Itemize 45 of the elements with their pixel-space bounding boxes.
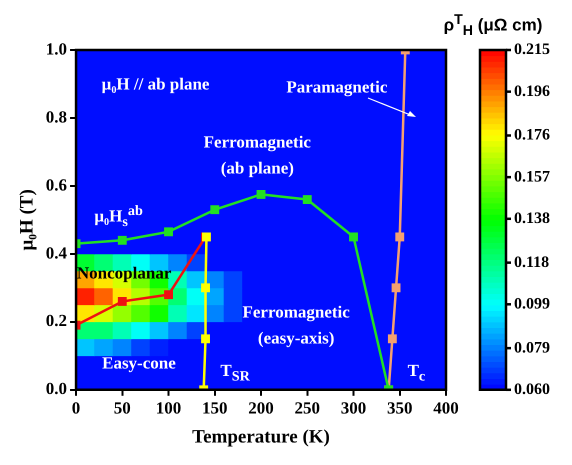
x-tick-label: 400 [433, 398, 459, 418]
point [388, 334, 397, 344]
point [392, 283, 400, 292]
annotation: Easy-cone [102, 352, 176, 374]
annotation: Ferromagnetic (ab plane) [204, 132, 311, 180]
annotation: Ferromagnetic (easy-axis) [242, 302, 350, 350]
x-tick-label: 250 [294, 398, 320, 418]
y-tick-label: 1.0 [46, 39, 68, 58]
x-tick-label: 300 [340, 398, 366, 418]
x-tick-label: 150 [202, 398, 228, 418]
color-bar-label: 0.099 [514, 295, 550, 312]
color-bar-label: 0.157 [514, 168, 550, 186]
y-tick-label: 0.2 [46, 311, 68, 330]
point [256, 190, 266, 199]
point [349, 232, 358, 242]
y-tick-label: 0.8 [46, 107, 68, 126]
color-bar-label: 0.079 [514, 339, 550, 356]
y-tick-label: 0.4 [46, 243, 68, 262]
annotation: μ₀H // ab plane [102, 73, 210, 96]
point [302, 195, 312, 204]
color-bar-label: 0.118 [514, 254, 550, 271]
x-tick-label: 50 [114, 398, 131, 418]
color-bar-label: 0.215 [514, 41, 550, 58]
x-axis-title: Temperature (K) [192, 426, 330, 448]
color-bar-title: ρ$^{T}$$_{H}$ (μΩ cm) [444, 12, 542, 40]
point [118, 236, 127, 245]
point [164, 227, 173, 236]
annotation: Paramagnetic [286, 76, 388, 99]
annotation: T$_{c}$ [408, 360, 426, 386]
color-bar-label: 0.196 [514, 82, 550, 100]
x-tick-label: 0 [72, 398, 80, 418]
point [201, 283, 210, 292]
point [395, 232, 404, 242]
color-bar-label: 0.060 [514, 380, 550, 398]
y-tick-label: 0.6 [46, 175, 68, 194]
y-axis-title: μ₀H (T) [16, 189, 38, 251]
point [164, 290, 173, 300]
y-tick-label: 0.0 [46, 379, 68, 398]
annotation: T$_{SR}$ [220, 360, 250, 386]
x-tick-label: 350 [387, 398, 413, 418]
x-tick-label: 100 [156, 398, 182, 418]
color-bar-label: 0.176 [514, 126, 550, 144]
color-bar-label: 0.138 [514, 210, 550, 227]
x-tick-label: 200 [248, 398, 274, 418]
point [201, 334, 210, 344]
